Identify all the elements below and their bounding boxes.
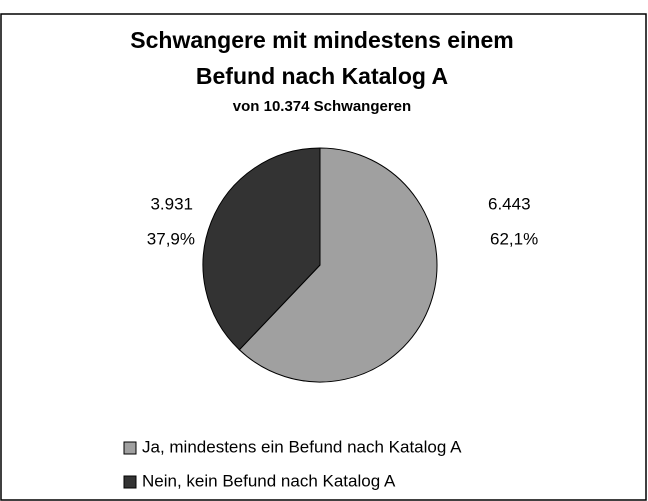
legend-label: Nein, kein Befund nach Katalog A bbox=[142, 471, 396, 490]
legend-swatch bbox=[123, 441, 137, 455]
chart-subtitle: von 10.374 Schwangeren bbox=[233, 98, 411, 115]
pie-slice bbox=[202, 147, 321, 351]
percent-label: 37,9% bbox=[147, 229, 195, 248]
chart-title: Schwangere mit mindestens einem bbox=[130, 27, 513, 53]
percent-label: 62,1% bbox=[490, 229, 538, 248]
legend-label: Ja, mindestens ein Befund nach Katalog A bbox=[142, 437, 462, 456]
value-label: 3.931 bbox=[150, 194, 193, 213]
value-label: 6.443 bbox=[488, 194, 531, 213]
chart-title: Befund nach Katalog A bbox=[196, 63, 448, 89]
legend-swatch bbox=[123, 475, 137, 489]
pie-slice bbox=[238, 147, 438, 383]
